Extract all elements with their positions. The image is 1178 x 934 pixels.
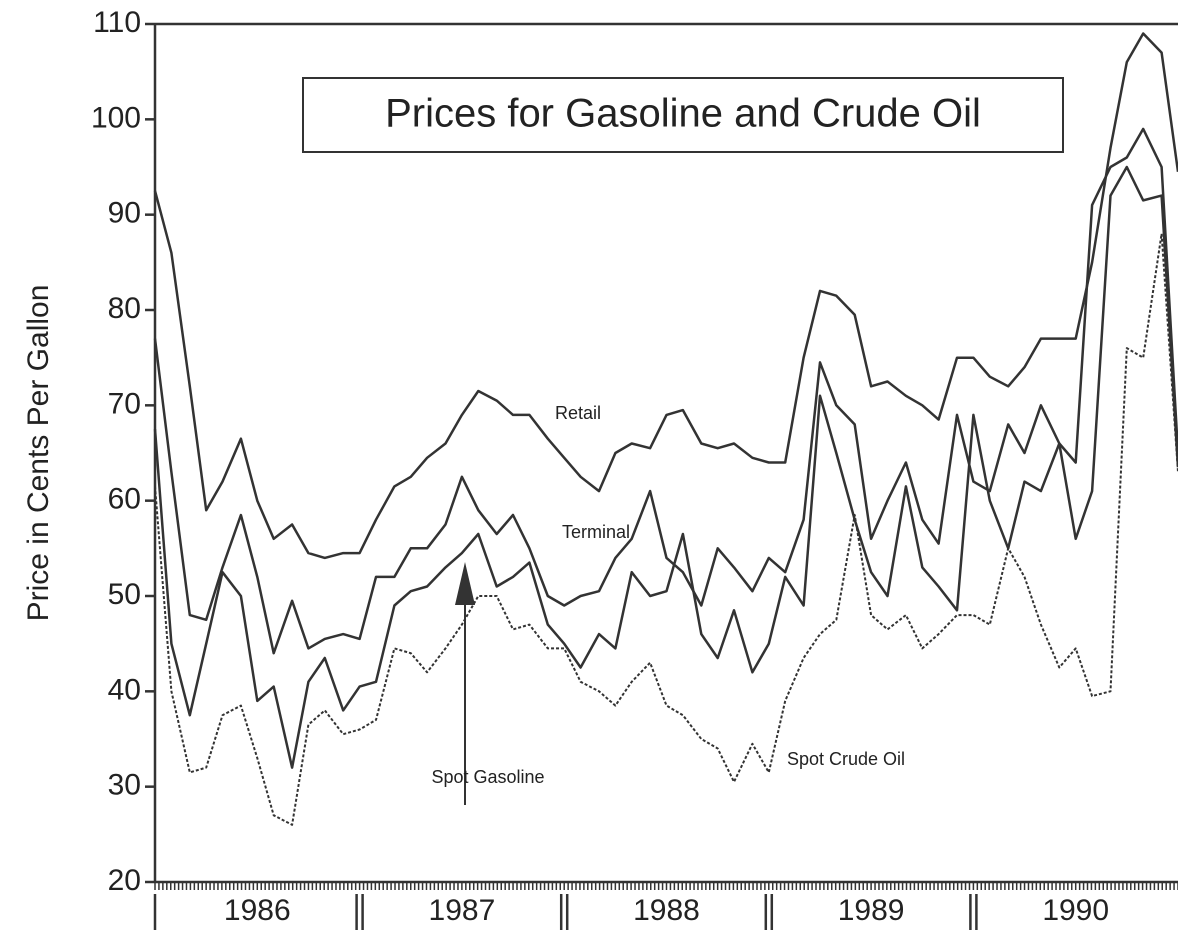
y-tick-label: 40 — [108, 673, 141, 706]
series-line — [153, 127, 1178, 655]
y-tick-label: 20 — [108, 864, 141, 897]
series-line — [153, 165, 1178, 769]
series-label: Spot Crude Oil — [787, 749, 905, 769]
series-line — [154, 232, 1178, 826]
y-tick-label: 50 — [108, 578, 141, 611]
x-tick-label: 1988 — [633, 894, 700, 927]
y-tick-label: 90 — [108, 197, 141, 230]
x-tick-label: 1986 — [224, 894, 291, 927]
y-tick-label: 70 — [108, 387, 141, 420]
x-tick-label: 1990 — [1042, 894, 1109, 927]
series-line — [153, 32, 1178, 560]
y-axis-label: Price in Cents Per Gallon — [22, 285, 55, 622]
y-tick-label: 80 — [108, 292, 141, 325]
series-label: Retail — [555, 403, 601, 423]
y-tick-label: 60 — [108, 483, 141, 516]
title-box — [302, 77, 1064, 153]
series-label: Terminal — [562, 522, 630, 542]
chart-title: Prices for Gasoline and Crude Oil — [385, 92, 981, 136]
arrow-head — [455, 562, 475, 605]
x-tick-label: 1989 — [838, 894, 905, 927]
x-tick-label: 1987 — [429, 894, 496, 927]
y-tick-label: 100 — [91, 101, 141, 134]
y-tick-label: 110 — [93, 6, 141, 39]
y-tick-label: 30 — [108, 769, 141, 802]
series-label: Spot Gasoline — [431, 767, 544, 787]
